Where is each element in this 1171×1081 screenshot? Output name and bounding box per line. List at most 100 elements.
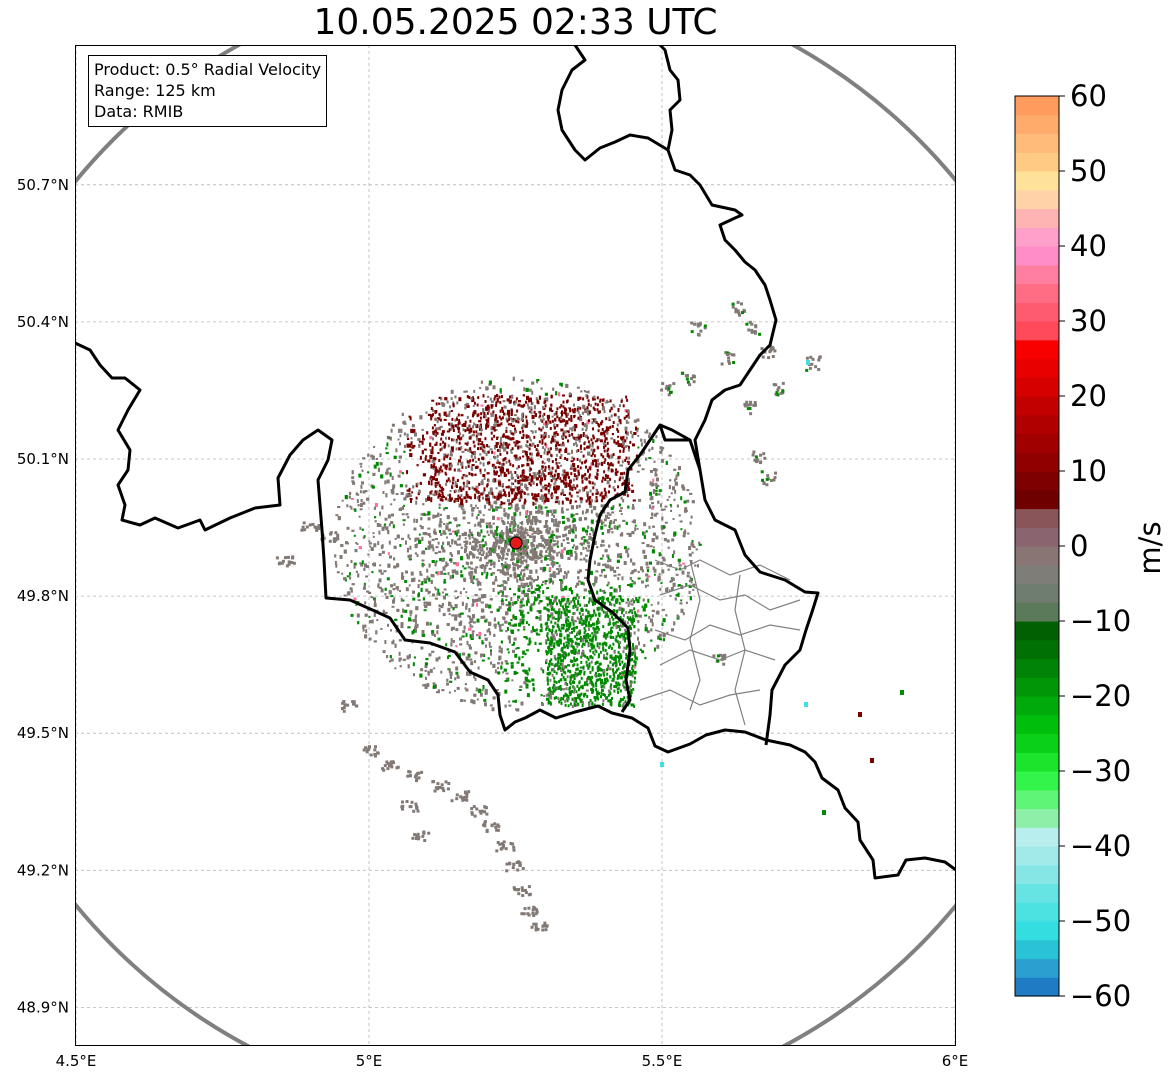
echo-pixel bbox=[441, 487, 445, 491]
echo-pixel bbox=[671, 577, 675, 581]
echo-pixel bbox=[384, 640, 387, 644]
echo-pixel bbox=[650, 496, 654, 500]
echo-pixel bbox=[618, 503, 621, 507]
echo-pixel bbox=[500, 583, 504, 587]
echo-pixel bbox=[459, 591, 462, 595]
echo-pixel bbox=[519, 511, 522, 516]
echo-pixel bbox=[543, 538, 547, 542]
echo-pixel bbox=[448, 493, 451, 496]
echo-pixel bbox=[433, 424, 436, 427]
echo-pixel bbox=[472, 614, 475, 619]
echo-pixel bbox=[446, 623, 450, 626]
echo-pixel bbox=[548, 467, 551, 471]
echo-pixel bbox=[510, 407, 513, 410]
echo-pixel bbox=[553, 574, 557, 578]
echo-pixel bbox=[468, 672, 472, 676]
echo-pixel bbox=[550, 497, 553, 500]
echo-pixel bbox=[536, 379, 540, 382]
echo-pixel bbox=[630, 651, 634, 656]
echo-pixel bbox=[535, 518, 539, 522]
echo-pixel bbox=[476, 634, 479, 637]
echo-pixel bbox=[463, 625, 466, 630]
echo-pixel bbox=[516, 557, 519, 561]
echo-pixel bbox=[510, 504, 513, 509]
echo-pixel bbox=[582, 582, 585, 586]
echo-pixel bbox=[520, 701, 524, 706]
echo-pixel bbox=[643, 555, 647, 559]
echo-pixel bbox=[424, 605, 428, 608]
echo-pixel bbox=[506, 451, 509, 455]
echo-pixel bbox=[601, 461, 604, 466]
echo-pixel bbox=[474, 571, 477, 574]
echo-pixel bbox=[586, 491, 589, 495]
echo-pixel bbox=[538, 543, 542, 547]
echo-pixel bbox=[422, 461, 425, 463]
echo-pixel bbox=[620, 675, 623, 680]
echo-pixel bbox=[524, 676, 528, 681]
echo-pixel bbox=[439, 518, 442, 521]
echo-pixel bbox=[335, 514, 339, 517]
echo-pixel bbox=[373, 506, 376, 510]
echo-pixel bbox=[568, 632, 571, 635]
echo-pixel bbox=[513, 414, 517, 417]
echo-pixel bbox=[499, 534, 503, 538]
echo-pixel bbox=[549, 484, 552, 487]
echo-pixel bbox=[517, 490, 521, 495]
echo-pixel bbox=[481, 659, 485, 662]
echo-pixel bbox=[593, 653, 596, 656]
echo-pixel bbox=[506, 513, 510, 518]
echo-pixel bbox=[528, 637, 531, 641]
echo-pixel bbox=[351, 470, 354, 475]
echo-pixel bbox=[334, 560, 337, 565]
echo-pixel bbox=[427, 459, 431, 463]
echo-pixel bbox=[548, 662, 551, 665]
echo-pixel bbox=[392, 599, 395, 604]
echo-pixel bbox=[556, 424, 559, 428]
echo-pixel bbox=[379, 462, 383, 466]
echo-pixel bbox=[613, 570, 617, 573]
echo-pixel bbox=[362, 624, 365, 629]
echo-pixel bbox=[504, 442, 508, 446]
echo-pixel bbox=[513, 552, 517, 556]
echo-pixel bbox=[424, 456, 427, 461]
echo-pixel bbox=[400, 428, 403, 433]
echo-pixel bbox=[353, 534, 356, 537]
echo-pixel bbox=[492, 508, 495, 512]
echo-pixel bbox=[436, 630, 439, 635]
echo-pixel bbox=[400, 597, 403, 602]
echo-pixel bbox=[613, 588, 616, 593]
echo-pixel bbox=[538, 642, 542, 645]
echo-pixel bbox=[530, 603, 534, 607]
echo-pixel bbox=[659, 450, 663, 454]
echo-pixel bbox=[587, 496, 591, 501]
echo-pixel bbox=[482, 462, 485, 467]
echo-pixel bbox=[610, 598, 614, 601]
echo-pixel bbox=[611, 511, 615, 514]
echo-pixel bbox=[608, 513, 612, 516]
echo-pixel bbox=[442, 566, 446, 571]
echo-pixel bbox=[517, 629, 520, 632]
echo-pixel bbox=[455, 570, 459, 575]
echo-pixel bbox=[421, 562, 424, 566]
echo-pixel bbox=[472, 405, 475, 407]
echo-pixel bbox=[422, 532, 426, 535]
echo-pixel bbox=[534, 516, 538, 521]
echo-pixel bbox=[504, 512, 508, 515]
echo-pixel bbox=[558, 500, 561, 505]
echo-pixel bbox=[618, 606, 622, 611]
echo-pixel bbox=[544, 392, 548, 396]
echo-pixel bbox=[451, 424, 455, 429]
echo-pixel bbox=[506, 468, 509, 472]
echo-pixel bbox=[362, 536, 365, 539]
echo-pixel bbox=[588, 591, 591, 595]
echo-pixel bbox=[578, 618, 581, 622]
echo-pixel bbox=[578, 569, 582, 573]
echo-pixel bbox=[670, 587, 674, 591]
echo-pixel bbox=[650, 628, 653, 632]
echo-pixel bbox=[464, 580, 466, 582]
echo-pixel bbox=[607, 529, 611, 532]
echo-pixel bbox=[644, 614, 648, 617]
echo-pixel bbox=[387, 514, 391, 519]
echo-pixel bbox=[519, 558, 522, 561]
